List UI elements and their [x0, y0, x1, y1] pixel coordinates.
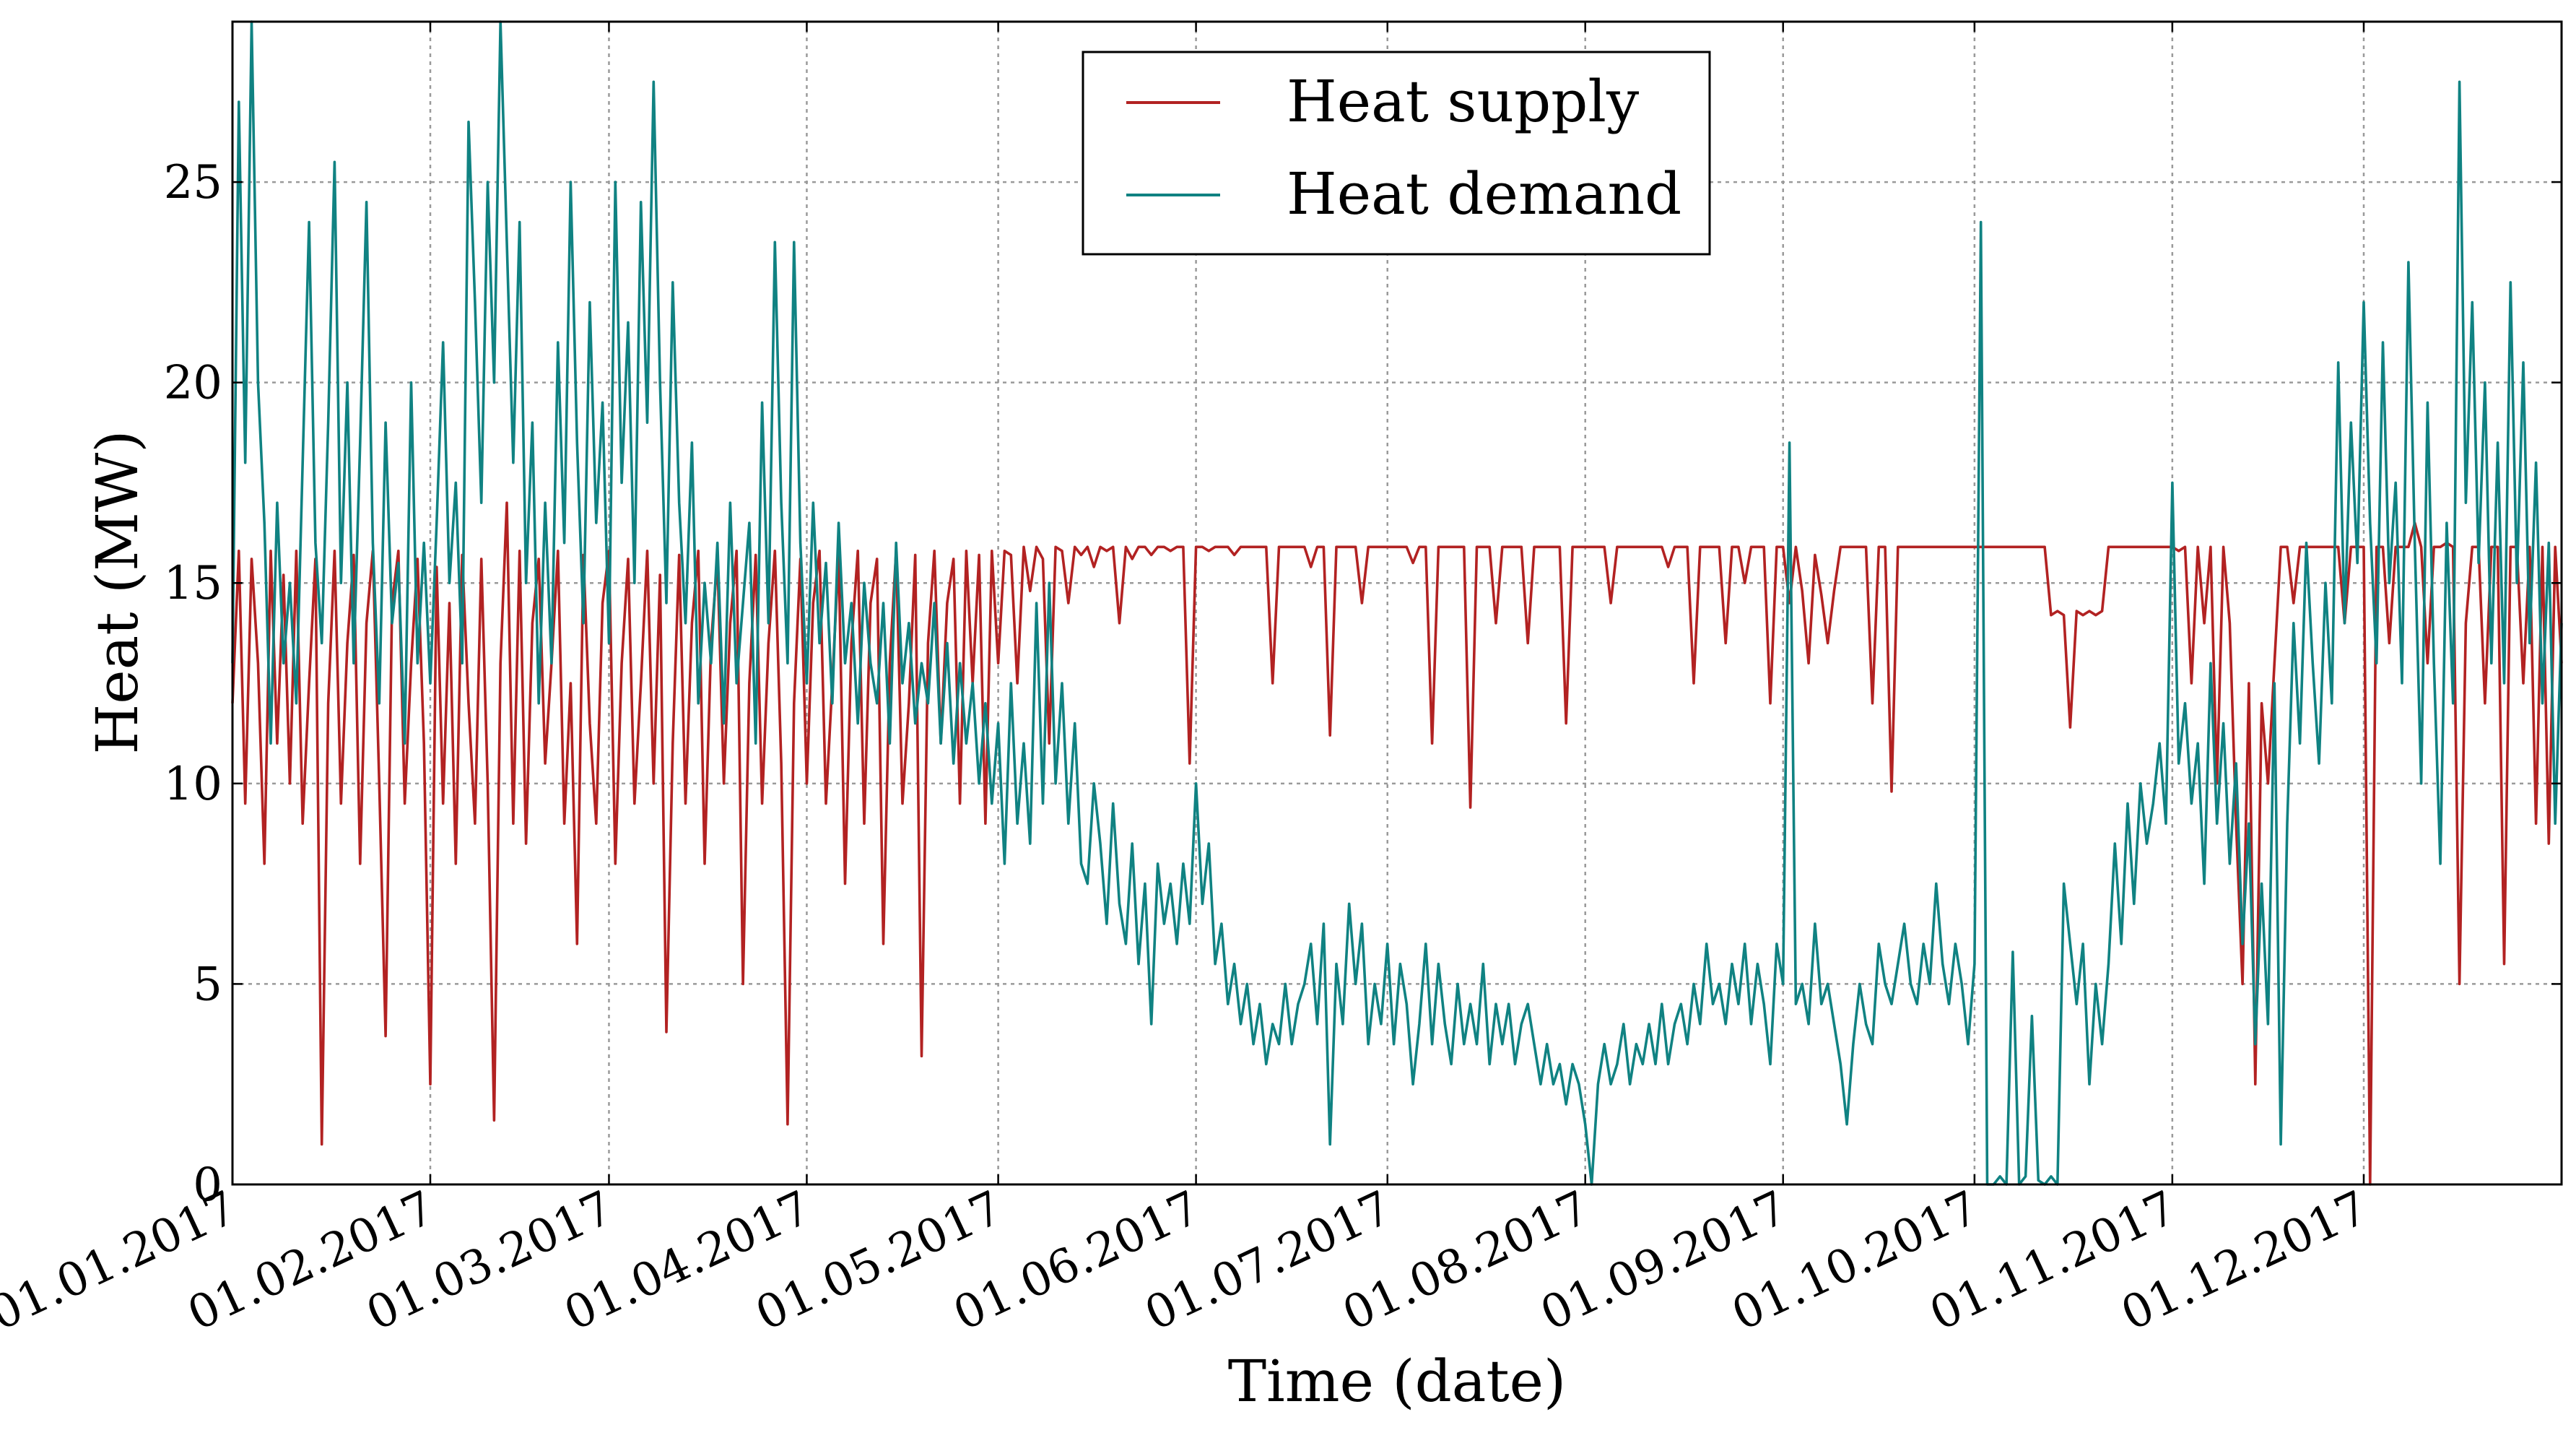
- plot-series: [231, 20, 2563, 1186]
- x-axis-title: Time (date): [1228, 1348, 1566, 1415]
- x-axis-tick-labels: 01.01.201701.02.201701.03.201701.04.2017…: [0, 1181, 2376, 1341]
- legend-label-heat-demand: Heat demand: [1287, 160, 1681, 228]
- axes-frame: [231, 20, 2563, 1186]
- y-tick-label: 25: [164, 156, 222, 209]
- y-tick-label: 15: [164, 557, 222, 610]
- axis-ticks: [231, 22, 2562, 1186]
- y-tick-label: 10: [164, 758, 222, 811]
- y-tick-label: 0: [193, 1158, 222, 1212]
- legend-label-heat-supply: Heat supply: [1287, 68, 1639, 135]
- y-axis-title: Heat (MW): [84, 430, 151, 755]
- series-line-heat-demand: [231, 20, 2563, 1186]
- y-tick-label: 20: [164, 357, 222, 410]
- legend: Heat supply Heat demand: [1082, 51, 1711, 256]
- legend-box: [1082, 51, 1711, 256]
- y-tick-label: 5: [193, 958, 222, 1011]
- y-axis-tick-labels: 0 5 10 15 20 25: [164, 156, 222, 1212]
